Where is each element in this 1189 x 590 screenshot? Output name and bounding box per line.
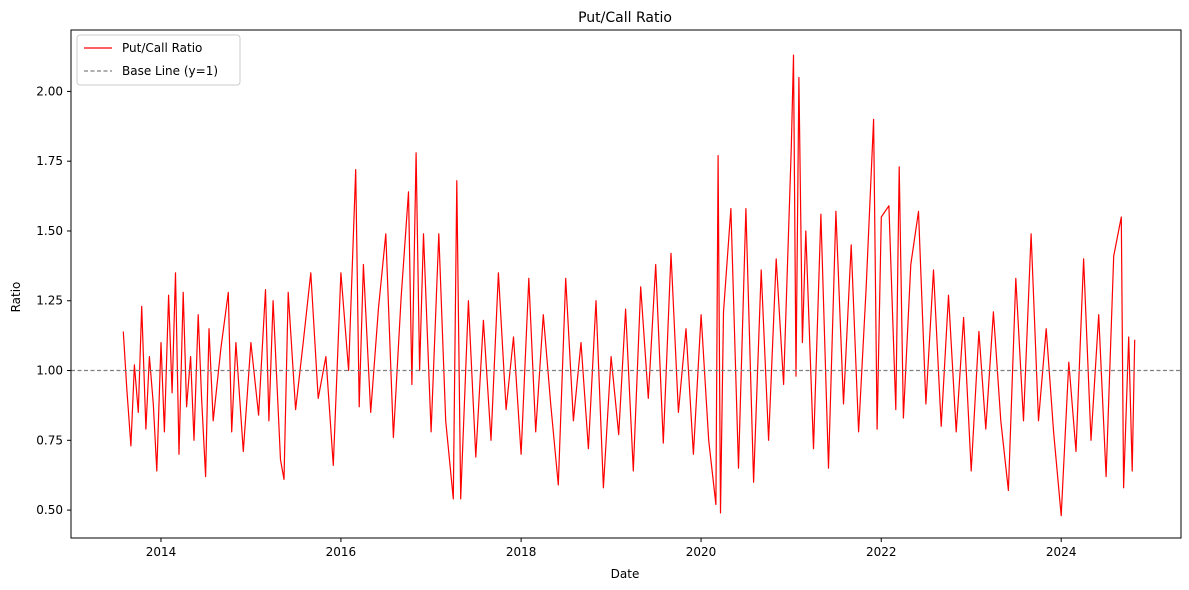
legend: Put/Call Ratio Base Line (y=1) — [76, 34, 241, 86]
y-axis: 0.50 0.75 1.00 1.25 1.50 1.75 2.00 — [36, 84, 71, 517]
y-tick-label: 0.50 — [36, 503, 63, 517]
y-tick-label: 1.00 — [36, 364, 63, 378]
y-tick-label: 0.75 — [36, 433, 63, 447]
chart-title: Put/Call Ratio — [578, 10, 672, 26]
y-axis-title: Ratio — [9, 282, 23, 313]
y-tick-label: 2.00 — [36, 84, 63, 98]
x-tick-label: 2022 — [866, 545, 897, 559]
y-tick-label: 1.75 — [36, 154, 63, 168]
x-axis-title: Date — [611, 567, 640, 581]
x-tick-label: 2020 — [686, 545, 717, 559]
x-tick-label: 2024 — [1046, 545, 1077, 559]
legend-box — [76, 34, 241, 86]
x-tick-label: 2016 — [326, 545, 357, 559]
y-tick-label: 1.50 — [36, 224, 63, 238]
plot-area — [71, 54, 1181, 517]
legend-label: Base Line (y=1) — [122, 64, 218, 78]
x-tick-label: 2014 — [146, 545, 177, 559]
y-tick-label: 1.25 — [36, 294, 63, 308]
series-line-put-call-ratio — [122, 54, 1136, 517]
plot-frame — [70, 29, 1182, 539]
x-axis: 2014 2016 2018 2020 2022 2024 — [146, 538, 1077, 559]
x-tick-label: 2018 — [506, 545, 537, 559]
legend-label: Put/Call Ratio — [122, 41, 202, 55]
